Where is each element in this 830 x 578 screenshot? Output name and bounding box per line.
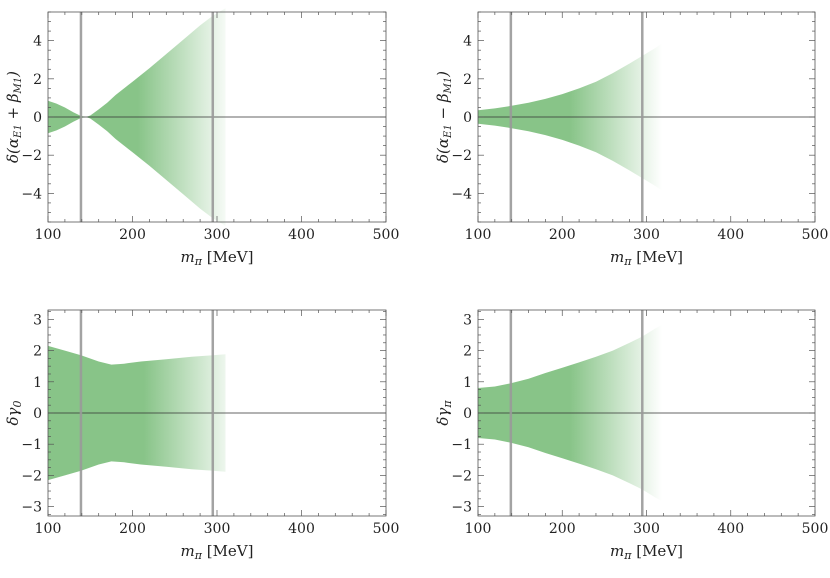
y-tick-label: 2	[463, 72, 472, 88]
y-tick-label: −4	[21, 186, 42, 202]
y-tick-label: 0	[463, 406, 472, 422]
x-tick-label: 100	[35, 227, 62, 243]
x-axis-label: mπ [MeV]	[180, 542, 253, 562]
y-axis-label: δ(αE1 − βM1)	[434, 71, 454, 163]
y-axis-label: δγ0	[4, 401, 24, 426]
x-tick-label: 200	[549, 521, 576, 537]
y-tick-label: −2	[451, 148, 472, 164]
y-tick-label: −1	[451, 437, 472, 453]
y-tick-label: 2	[463, 344, 472, 360]
y-tick-label: 0	[463, 110, 472, 126]
axis-ticks: 100 200 300 400 500 −4 −2 0 2 4	[21, 11, 400, 243]
y-axis-label: δγπ	[434, 400, 454, 426]
x-tick-label: 200	[549, 227, 576, 243]
panel-alpha-plus-beta: 100 200 300 400 500 −4 −2 0 2 4 δ(αE1 + βM1) mπ […	[4, 8, 399, 268]
x-tick-label: 400	[288, 521, 315, 537]
marker-lines	[79, 310, 215, 516]
panel-gamma-0: 100 200 300 400 500 −3 −2 −1 0 1 2 3 δγ0 mπ [MeV]	[4, 309, 399, 562]
y-tick-label: −2	[21, 148, 42, 164]
x-axis-label: mπ [MeV]	[610, 248, 683, 268]
y-tick-label: 3	[33, 312, 42, 328]
x-tick-label: 400	[717, 227, 744, 243]
x-tick-label: 500	[373, 227, 400, 243]
axis-ticks: 100 200 300 400 500 −4 −2 0 2 4	[451, 11, 829, 243]
y-tick-label: −2	[21, 468, 42, 484]
x-tick-label: 300	[633, 521, 660, 537]
y-tick-label: 1	[33, 375, 42, 391]
y-axis-label: δ(αE1 + βM1)	[4, 71, 24, 163]
axis-ticks: 100 200 300 400 500 −3 −2 −1 0 1 2 3	[21, 310, 399, 537]
x-tick-label: 100	[35, 521, 62, 537]
x-tick-label: 500	[802, 521, 829, 537]
y-tick-label: −2	[451, 468, 472, 484]
panel-alpha-minus-beta: 100 200 300 400 500 −4 −2 0 2 4 δ(αE1 − βM1) mπ […	[434, 11, 829, 268]
y-tick-label: 4	[463, 34, 472, 50]
y-tick-label: 0	[33, 406, 42, 422]
y-tick-label: 3	[463, 312, 472, 328]
x-tick-label: 400	[288, 227, 315, 243]
panel-gamma-pi: 100 200 300 400 500 −3 −2 −1 0 1 2 3 δγπ mπ [MeV]	[434, 309, 828, 562]
x-tick-label: 200	[119, 521, 146, 537]
y-tick-label: −4	[451, 186, 472, 202]
x-tick-label: 500	[373, 521, 400, 537]
y-tick-label: 2	[33, 344, 42, 360]
marker-lines	[509, 12, 644, 222]
x-tick-label: 100	[465, 521, 492, 537]
marker-lines	[509, 310, 644, 516]
y-tick-label: 1	[463, 375, 472, 391]
x-tick-label: 300	[633, 227, 660, 243]
y-tick-label: 4	[33, 34, 42, 50]
x-axis-label: mπ [MeV]	[180, 248, 253, 268]
y-tick-label: 2	[33, 72, 42, 88]
x-tick-label: 100	[465, 227, 492, 243]
x-axis-label: mπ [MeV]	[610, 542, 683, 562]
y-tick-label: −1	[21, 437, 42, 453]
x-tick-label: 200	[119, 227, 146, 243]
x-tick-label: 400	[717, 521, 744, 537]
x-tick-label: 300	[204, 227, 231, 243]
y-tick-label: 0	[33, 110, 42, 126]
y-tick-label: −3	[21, 500, 42, 516]
x-tick-label: 300	[204, 521, 231, 537]
y-tick-label: −3	[451, 500, 472, 516]
axis-ticks: 100 200 300 400 500 −3 −2 −1 0 1 2 3	[451, 310, 828, 537]
marker-lines	[79, 12, 215, 222]
x-tick-label: 500	[802, 227, 829, 243]
